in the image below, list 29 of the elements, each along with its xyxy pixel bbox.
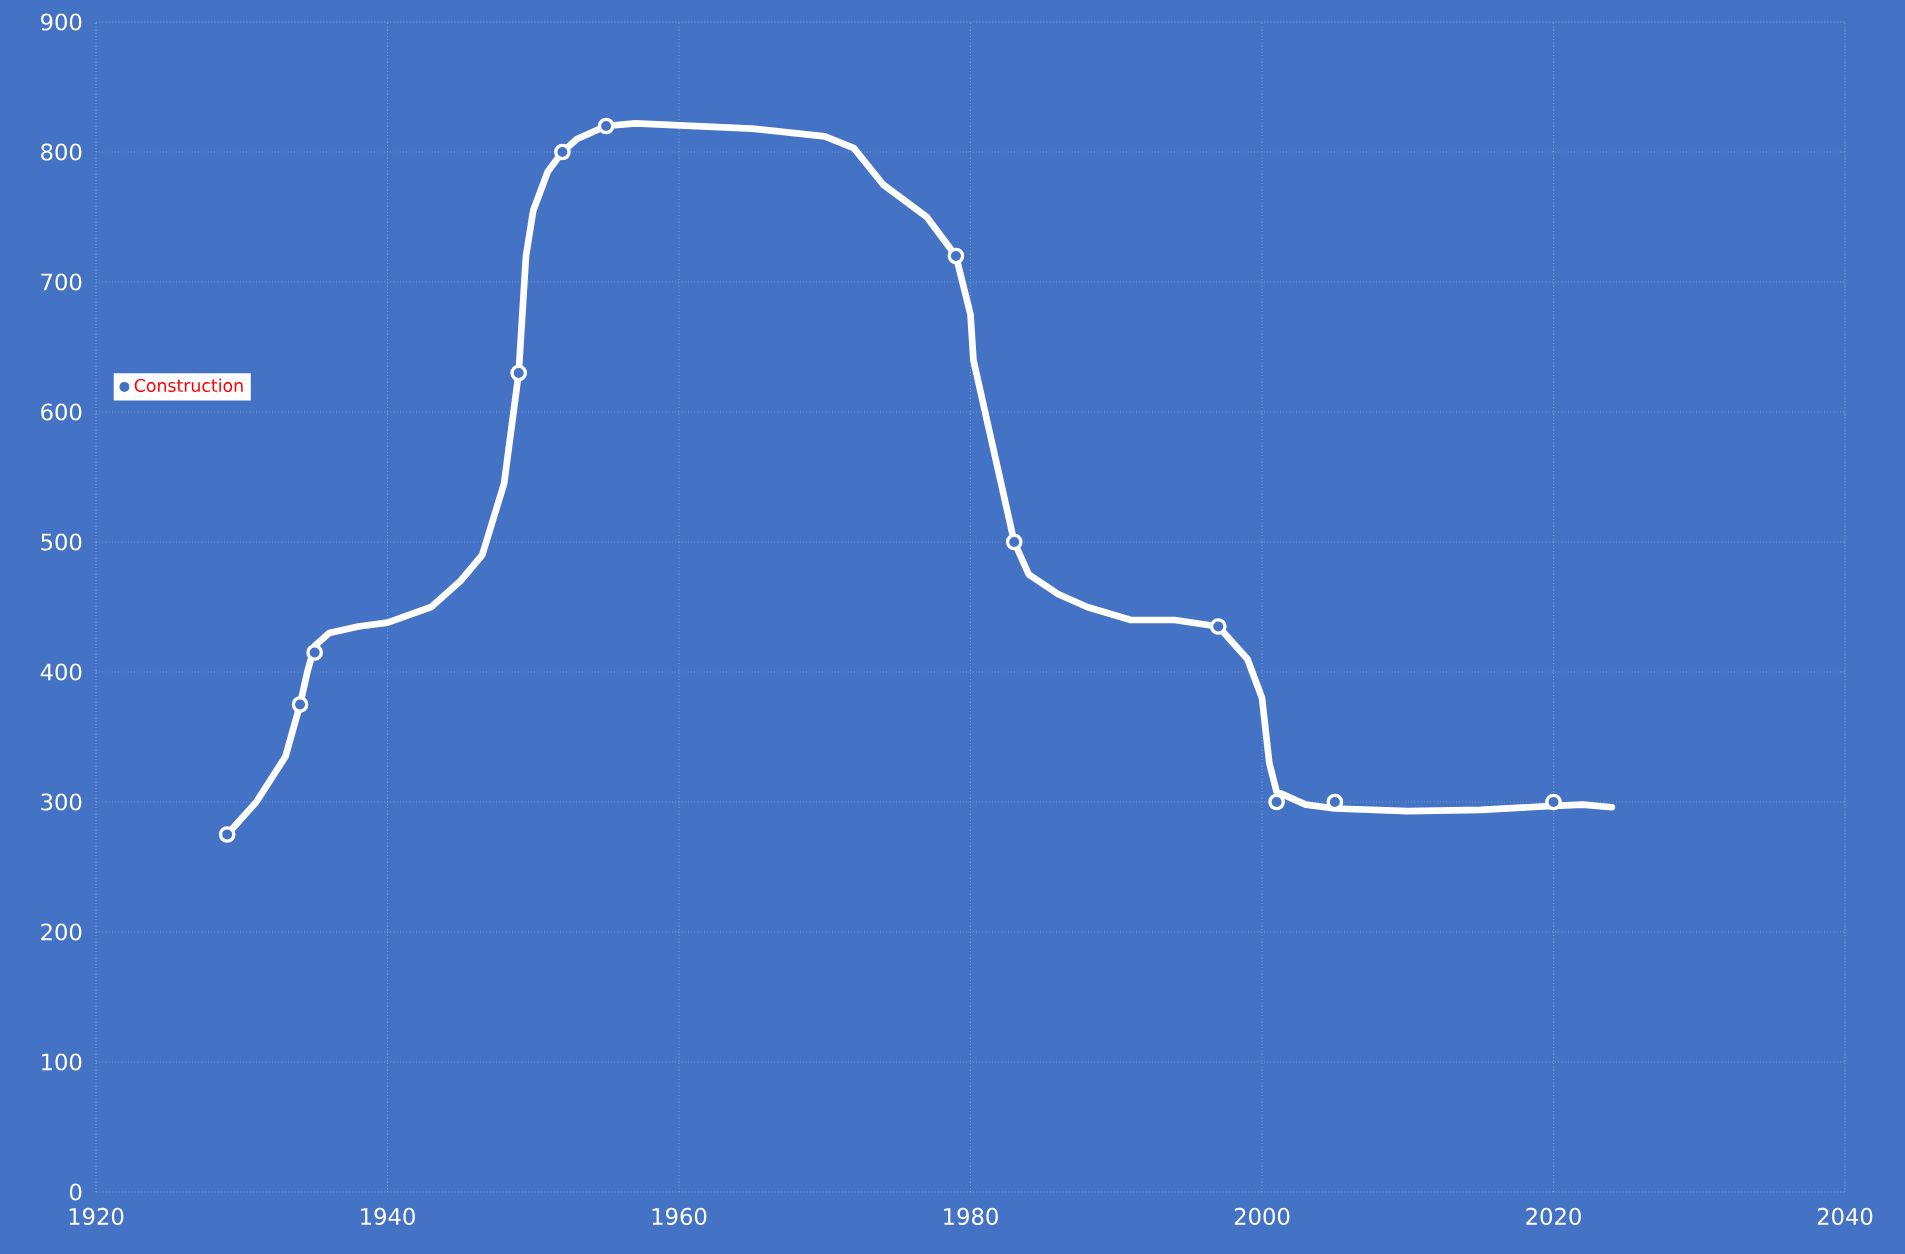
y-tick-label: 900 (41, 13, 82, 31)
x-tick-label: 1980 (944, 1207, 998, 1225)
y-tick-label: 100 (42, 1053, 82, 1071)
point (947, 247, 965, 265)
y-tick-label: 0 (69, 1183, 82, 1201)
point (1268, 793, 1285, 811)
y-tick-label: 500 (41, 533, 82, 551)
x-tick-label: 1920 (69, 1207, 124, 1225)
point (306, 644, 323, 661)
point (1005, 533, 1023, 551)
y-tick-label: 200 (41, 923, 82, 941)
y-tick-label: 800 (41, 143, 82, 161)
point (597, 117, 615, 135)
x-tick-label: 1940 (361, 1207, 415, 1225)
x-tick-label: 1960 (652, 1207, 707, 1225)
x-tick-label: 2020 (1526, 1207, 1581, 1225)
y-tick-label: 400 (40, 663, 82, 681)
y-tick-label: 300 (41, 793, 82, 811)
y-tick-label: 700 (41, 273, 82, 291)
point (218, 826, 236, 843)
x-tick-label: 2000 (1234, 1207, 1290, 1225)
point (510, 364, 528, 382)
legend-label: Construction (134, 378, 243, 393)
y-tick-label: 600 (41, 403, 82, 421)
point (554, 143, 571, 161)
point (1209, 618, 1227, 635)
x-tick-label: 2040 (1817, 1207, 1873, 1225)
point (1545, 793, 1562, 811)
point (291, 696, 309, 713)
